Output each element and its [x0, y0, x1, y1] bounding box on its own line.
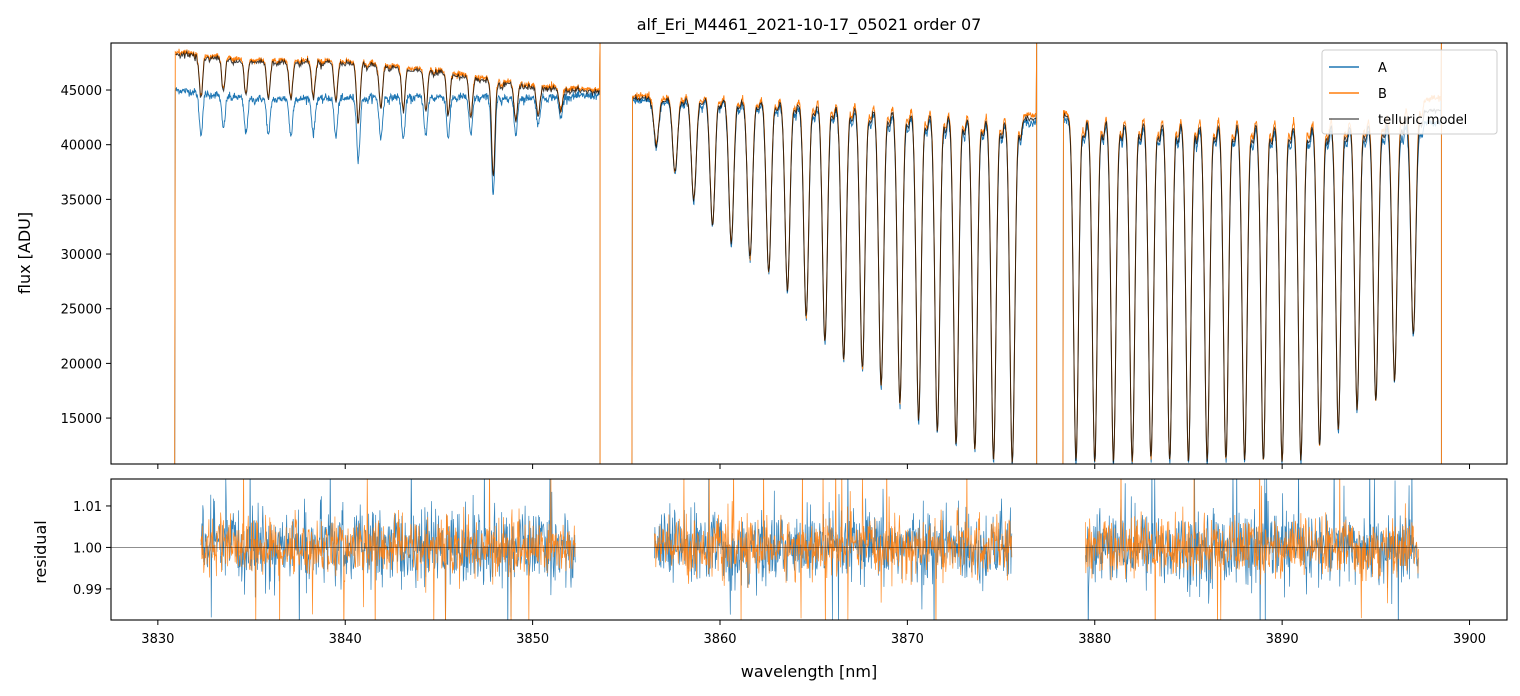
flux-y-tick-label: 15000	[61, 412, 102, 427]
residual-y-tick-label: 1.01	[73, 500, 102, 515]
residual-a-line	[200, 479, 576, 620]
series-a-line	[174, 43, 601, 464]
telluric-model-line	[632, 93, 1037, 464]
flux-series	[174, 43, 1442, 464]
flux-y-tick-label: 40000	[61, 139, 102, 154]
flux-axes-frame	[110, 42, 1508, 465]
residual-y-tick-label: 1.00	[73, 541, 102, 556]
residual-axes-frame	[110, 478, 1508, 621]
residual-x-tick-label: 3850	[516, 632, 549, 647]
residual-b-line	[1085, 479, 1419, 620]
legend-label-telluric: telluric model	[1378, 113, 1467, 128]
flux-y-tick-label: 35000	[61, 193, 102, 208]
residual-x-tick-label: 3830	[141, 632, 174, 647]
residual-x-tick-label: 3870	[891, 632, 924, 647]
residual-x-ticks: 3830 3840 3850 3860 3870 3880 3890 3900	[141, 620, 1486, 647]
flux-y-tick-label: 20000	[61, 357, 102, 372]
x-axis-label: wavelength [nm]	[741, 662, 878, 681]
residual-b-line	[200, 479, 576, 620]
residual-y-tick-label: 0.99	[73, 583, 102, 598]
legend: A B telluric model	[1321, 49, 1498, 135]
flux-y-label: flux [ADU]	[15, 212, 34, 294]
legend-frame	[1321, 49, 1498, 135]
chart-title: alf_Eri_M4461_2021-10-17_05021 order 07	[637, 15, 982, 35]
residual-x-tick-label: 3840	[329, 632, 362, 647]
residual-panel: 0.99 1.00 1.01 3830 3840 3850 3860 3870 3880 389…	[31, 478, 1508, 681]
residual-y-ticks: 0.99 1.00 1.01	[73, 500, 111, 598]
telluric-model-line	[175, 49, 600, 177]
flux-y-ticks: 15000 20000 25000 30000 35000 40000 45000	[61, 84, 111, 427]
legend-label-a: A	[1378, 61, 1387, 76]
legend-label-b: B	[1378, 87, 1387, 102]
flux-y-tick-label: 45000	[61, 84, 102, 99]
flux-x-ticks	[157, 464, 1471, 469]
residual-x-tick-label: 3880	[1078, 632, 1111, 647]
flux-y-tick-label: 30000	[61, 248, 102, 263]
flux-y-tick-label: 25000	[61, 303, 102, 318]
residual-b-line	[654, 479, 1013, 620]
telluric-model-line	[1063, 108, 1441, 463]
residual-y-label: residual	[31, 520, 50, 583]
flux-panel: 15000 20000 25000 30000 35000 40000 45000 flux…	[15, 42, 1508, 469]
residual-x-tick-label: 3860	[703, 632, 736, 647]
residual-x-tick-label: 3890	[1266, 632, 1299, 647]
residual-x-tick-label: 3900	[1453, 632, 1486, 647]
residual-series	[111, 479, 1507, 620]
